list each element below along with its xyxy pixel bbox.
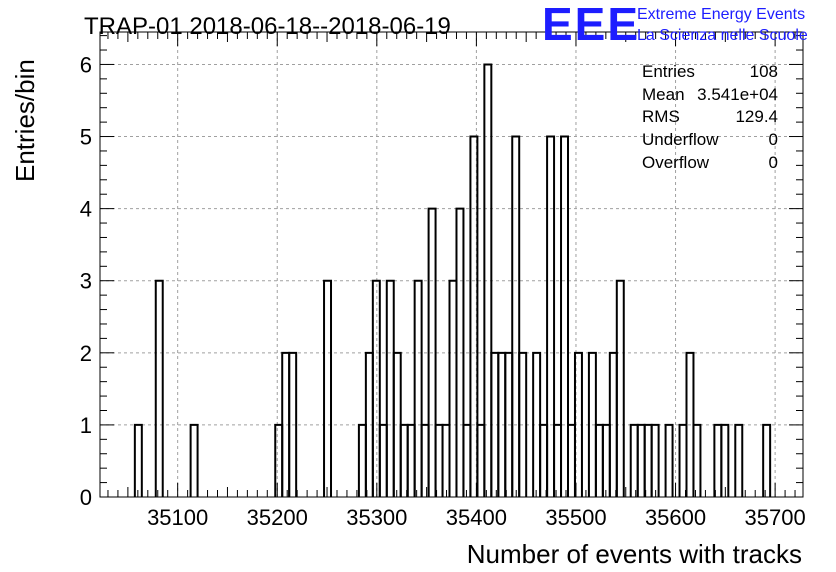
histogram-bin: [371, 279, 381, 497]
histogram-bin: [154, 279, 164, 497]
histogram-bin: [323, 279, 333, 497]
x-tick-label: 35500: [545, 505, 606, 530]
stat-value-entries: 108: [750, 62, 778, 81]
y-tick-label: 2: [80, 341, 92, 366]
x-axis-title: Number of events with tracks: [467, 539, 802, 569]
stat-value-mean: 3.541e+04: [697, 85, 778, 104]
histogram-bin: [288, 351, 298, 497]
histogram-bin: [455, 207, 465, 497]
stat-value-rms: 129.4: [735, 107, 778, 126]
y-tick-label: 5: [80, 125, 92, 150]
tick-labels: 0 1 2 3 4 5 6 35100 35200 35300 35400 35500 35600 357…: [80, 52, 806, 530]
y-tick-label: 3: [80, 269, 92, 294]
histogram-bin: [720, 423, 730, 497]
histogram-bin: [615, 279, 625, 497]
y-tick-label: 6: [80, 52, 92, 77]
x-tick-label: 35400: [446, 505, 507, 530]
histogram-bin: [692, 423, 702, 497]
axis-ticks: [100, 32, 803, 498]
histogram-bin: [664, 423, 674, 497]
plot-frame: [99, 31, 804, 498]
stat-value-overflow: 0: [769, 153, 778, 172]
stat-label-mean: Mean: [642, 85, 685, 104]
histogram-bin: [483, 63, 493, 497]
stats-box: Entries 108 Mean 3.541e+04 RMS 129.4 Und…: [642, 62, 778, 172]
histogram-bin: [573, 351, 583, 497]
histogram-bin: [650, 423, 660, 497]
logo-line-2: La Scienza nelle Scuole: [637, 27, 808, 44]
stat-value-underflow: 0: [769, 130, 778, 149]
histogram-bin: [560, 135, 570, 497]
histogram-bin: [546, 135, 556, 497]
x-tick-label: 35200: [247, 505, 308, 530]
chart-title: TRAP-01 2018-06-18--2018-06-19: [84, 13, 451, 40]
histogram-series: [133, 63, 772, 497]
histogram-bin: [734, 423, 744, 497]
histogram-bin: [427, 207, 437, 497]
histogram-bin: [762, 423, 772, 497]
histogram-bin: [469, 135, 479, 497]
x-tick-label: 35600: [645, 505, 706, 530]
eee-logo: EEE Extreme Energy Events La Scienza nel…: [542, 0, 808, 50]
y-tick-label: 4: [80, 197, 92, 222]
y-tick-label: 1: [80, 413, 92, 438]
histogram-bin: [189, 423, 199, 497]
histogram-bin: [511, 135, 521, 497]
histogram-bin: [133, 423, 143, 497]
stat-label-entries: Entries: [642, 62, 695, 81]
x-tick-label: 35100: [147, 505, 208, 530]
stat-label-overflow: Overflow: [642, 153, 710, 172]
stat-label-rms: RMS: [642, 107, 680, 126]
x-tick-label: 35700: [745, 505, 806, 530]
y-tick-label: 0: [80, 485, 92, 510]
x-tick-label: 35300: [346, 505, 407, 530]
histogram-bin: [413, 279, 423, 497]
y-axis-title: Entries/bin: [10, 59, 40, 182]
histogram-bin: [518, 351, 528, 497]
logo-mark: EEE: [542, 0, 640, 50]
logo-line-1: Extreme Energy Events: [637, 6, 805, 23]
stat-label-underflow: Underflow: [642, 130, 719, 149]
